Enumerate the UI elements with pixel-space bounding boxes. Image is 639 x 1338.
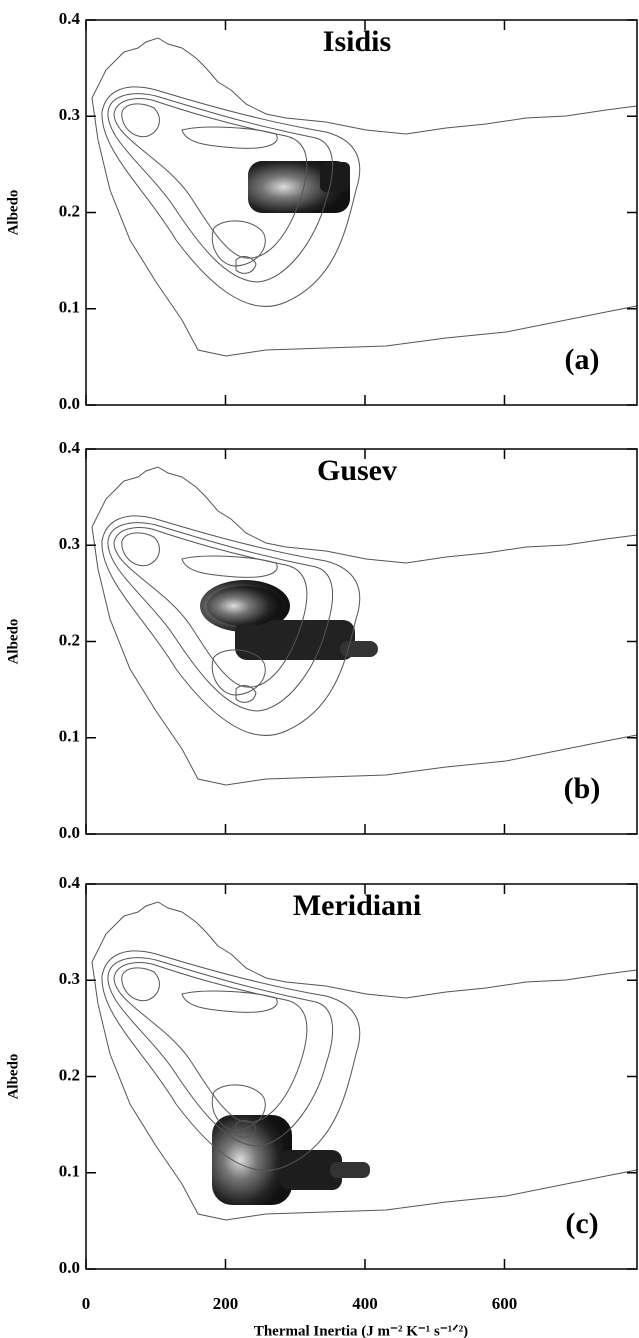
y-axis-label: Albedo — [5, 619, 21, 665]
y-tick-label: 0.2 — [59, 201, 80, 220]
y-axis-label: Albedo — [5, 1054, 21, 1100]
x-axis-label: Thermal Inertia (J m⁻² K⁻¹ s⁻¹ᐟ²) — [254, 1323, 468, 1338]
y-tick-label: 0.1 — [59, 727, 80, 746]
panel-label: (c) — [565, 1207, 598, 1240]
y-tick-label: 0.3 — [59, 105, 80, 124]
y-tick-label: 0.3 — [59, 534, 80, 553]
y-tick-label: 0.4 — [59, 438, 81, 457]
panel-title: Gusev — [317, 454, 397, 487]
x-tick-label: 600 — [492, 1294, 518, 1313]
y-tick-label: 0.1 — [59, 298, 80, 317]
density-blob — [200, 580, 378, 660]
y-tick-label: 0.2 — [59, 1065, 80, 1084]
panel-label: (b) — [564, 772, 601, 805]
panel-title: Isidis — [323, 25, 391, 58]
y-tick-label: 0.3 — [59, 969, 80, 988]
x-tick-label: 400 — [352, 1294, 378, 1313]
y-tick-label: 0.0 — [59, 823, 80, 842]
y-tick-label: 0.4 — [59, 873, 81, 892]
x-tick-label: 0 — [82, 1294, 91, 1313]
y-tick-label: 0.2 — [59, 630, 80, 649]
x-tick-label: 200 — [213, 1294, 239, 1313]
contours — [91, 466, 638, 786]
y-tick-label: 0.0 — [59, 1258, 80, 1277]
y-axis-label: Albedo — [5, 190, 21, 236]
y-tick-label: 0.4 — [59, 9, 81, 28]
panel-title: Meridiani — [293, 889, 421, 922]
density-blob — [248, 161, 350, 213]
panel-label: (a) — [565, 343, 600, 376]
y-tick-label: 0.0 — [59, 394, 80, 413]
contours — [91, 37, 638, 357]
y-tick-label: 0.1 — [59, 1162, 80, 1181]
